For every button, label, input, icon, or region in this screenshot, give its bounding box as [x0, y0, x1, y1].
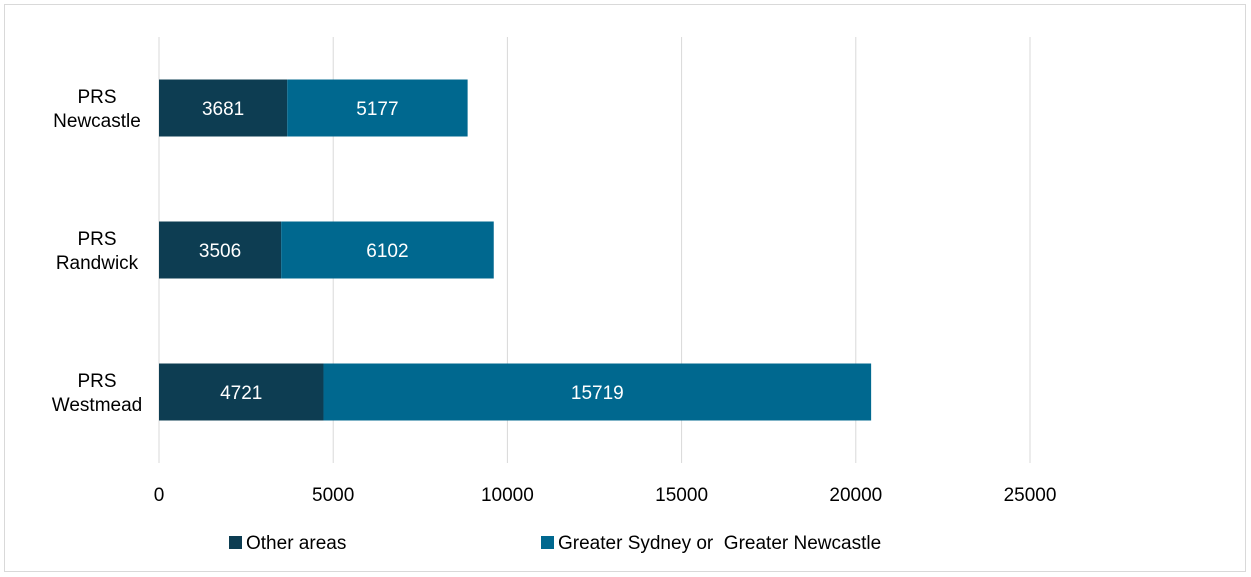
data-label: 3506 [199, 241, 241, 262]
legend-label: Greater Sydney or Greater Newcastle [558, 533, 881, 554]
bar-segment [287, 79, 468, 137]
bar-segment [159, 79, 288, 137]
category-labels: PRS Westmead PRS Randwick PRS Newcastle [52, 87, 142, 416]
data-label: 5177 [356, 99, 398, 120]
category-label-line: Randwick [56, 253, 139, 274]
legend-swatch [229, 536, 242, 549]
bar-segment [159, 363, 324, 421]
category-label: PRS Newcastle [53, 87, 141, 132]
x-tick-label: 25000 [1004, 485, 1057, 506]
bar-segment [159, 221, 282, 279]
x-tick-label: 0 [154, 485, 165, 506]
category-label-line: Westmead [52, 395, 142, 416]
data-label: 4721 [220, 383, 262, 404]
legend-swatch [541, 536, 554, 549]
x-tick-label: 20000 [829, 485, 882, 506]
category-label: PRS Westmead [52, 371, 142, 416]
category-label-line: PRS [77, 371, 116, 392]
legend-label: Other areas [246, 533, 346, 554]
x-tick-label: 10000 [481, 485, 534, 506]
bar-segment [281, 221, 494, 279]
category-label-line: PRS [77, 229, 116, 250]
data-label: 6102 [366, 241, 408, 262]
chart-frame [4, 4, 1246, 572]
data-label: 15719 [571, 383, 624, 404]
category-label-line: PRS [77, 87, 116, 108]
x-tick-label: 5000 [312, 485, 354, 506]
category-label: PRS Randwick [56, 229, 139, 274]
bar-segment [323, 363, 872, 421]
legend: Other areas Greater Sydney or Greater New… [229, 533, 881, 554]
category-label-line: Newcastle [53, 111, 141, 132]
x-axis-tick-labels: 0 5000 10000 15000 20000 25000 [154, 485, 1057, 506]
data-label: 3681 [202, 99, 244, 120]
x-tick-label: 15000 [655, 485, 708, 506]
bars: 4721 15719 3506 6102 3681 5177 [159, 79, 872, 421]
